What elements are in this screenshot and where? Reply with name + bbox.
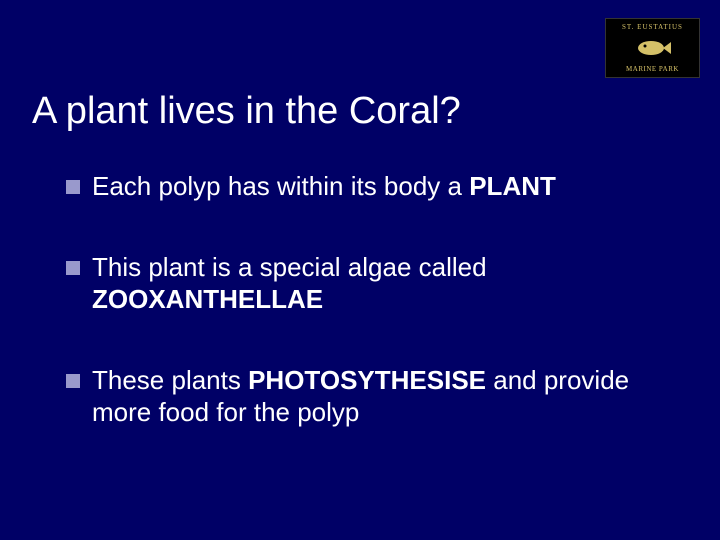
bullet-pre: These plants [92,365,248,395]
bullet-icon [66,261,80,275]
logo-badge: ST. EUSTATIUS MARINE PARK [605,18,700,78]
bullet-pre: This plant is a special algae called [92,252,487,282]
bullet-text: Each polyp has within its body a PLANT [92,170,680,203]
bullet-bold: PHOTOSYTHESISE [248,365,486,395]
slide-title: A plant lives in the Coral? [32,90,461,133]
bullet-item: This plant is a special algae called ZOO… [66,251,680,316]
bullet-icon [66,180,80,194]
bullet-icon [66,374,80,388]
logo-text-top: ST. EUSTATIUS [622,23,683,31]
logo-text-bottom: MARINE PARK [626,65,679,73]
logo-fish-icon [633,37,673,59]
bullet-text: These plants PHOTOSYTHESISE and provide … [92,364,680,429]
bullet-pre: Each polyp has within its body a [92,171,469,201]
bullet-bold: ZOOXANTHELLAE [92,284,323,314]
bullet-item: Each polyp has within its body a PLANT [66,170,680,203]
logo-inner: ST. EUSTATIUS MARINE PARK [610,23,695,73]
bullet-text: This plant is a special algae called ZOO… [92,251,680,316]
bullet-bold: PLANT [469,171,556,201]
bullet-item: These plants PHOTOSYTHESISE and provide … [66,364,680,429]
slide-content: Each polyp has within its body a PLANT T… [66,170,680,477]
